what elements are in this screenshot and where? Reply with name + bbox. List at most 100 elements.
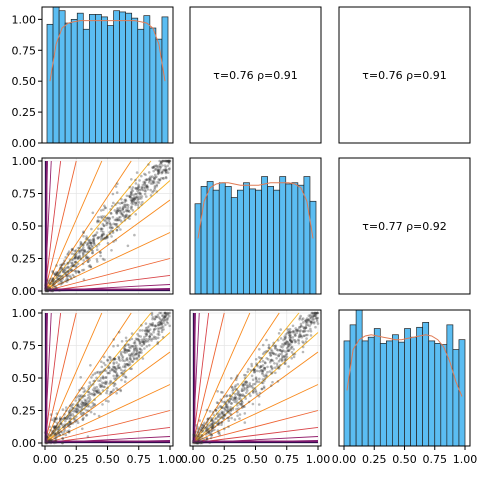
scatter-point xyxy=(70,269,73,272)
scatter-point xyxy=(113,370,117,374)
scatter-point xyxy=(260,369,264,373)
scatter-point xyxy=(227,409,230,413)
scatter-point xyxy=(44,289,48,293)
contour-line xyxy=(192,312,251,444)
scatter-point xyxy=(60,279,63,283)
scatter-point xyxy=(73,269,76,273)
scatter-point xyxy=(251,402,255,406)
histogram-bar xyxy=(249,188,256,295)
scatter-point xyxy=(110,212,113,215)
scatter-point xyxy=(77,270,81,274)
scatter-point xyxy=(92,238,95,241)
scatter-point xyxy=(195,437,198,441)
scatter-point xyxy=(253,368,256,371)
scatter-point xyxy=(135,171,139,174)
scatter-point xyxy=(266,349,269,353)
scatter-point xyxy=(66,278,70,281)
scatter-point xyxy=(137,354,140,357)
scatter-point xyxy=(197,434,201,437)
scatter-point xyxy=(142,343,145,346)
scatter-point xyxy=(140,351,143,354)
scatter-point xyxy=(58,274,61,278)
scatter-point xyxy=(224,408,227,412)
scatter-point xyxy=(54,273,58,277)
scatter-point xyxy=(207,430,210,433)
scatter-point xyxy=(114,185,118,188)
scatter-point xyxy=(146,329,150,332)
scatter-point xyxy=(52,429,56,433)
scatter-point xyxy=(148,177,151,180)
scatter-point xyxy=(238,393,242,397)
scatter-point xyxy=(129,358,133,362)
scatter-point xyxy=(160,330,164,334)
scatter-point xyxy=(165,168,169,172)
y-tick-label: 0.25 xyxy=(12,106,37,119)
scatter-point xyxy=(164,171,168,175)
x-tick-label: 0.75 xyxy=(127,453,152,466)
scatter-point xyxy=(115,368,118,371)
scatter-point xyxy=(153,185,157,188)
scatter-point xyxy=(129,195,132,199)
scatter-point xyxy=(144,332,147,335)
scatter-point xyxy=(128,357,132,361)
scatter-point xyxy=(44,289,48,293)
scatter-point xyxy=(276,348,280,352)
scatter-point xyxy=(121,359,125,362)
scatter-point xyxy=(154,167,157,171)
scatter-point xyxy=(133,341,137,345)
scatter-point xyxy=(128,210,131,213)
x-tick-label: 0.50 xyxy=(95,453,120,466)
scatter-point xyxy=(127,363,130,367)
scatter-point xyxy=(283,341,287,345)
histogram-bar xyxy=(440,344,448,447)
scatter-point xyxy=(304,329,307,333)
scatter-point xyxy=(134,196,137,200)
scatter-point xyxy=(94,233,98,237)
scatter-point xyxy=(298,325,302,329)
scatter-point xyxy=(140,203,143,206)
scatter-point xyxy=(280,352,283,356)
scatter-point xyxy=(130,367,133,371)
scatter-point xyxy=(51,431,55,435)
scatter-point xyxy=(68,404,72,408)
scatter-point xyxy=(127,349,130,352)
scatter-point xyxy=(107,365,110,368)
scatter-point xyxy=(261,381,265,385)
scatter-point xyxy=(291,324,295,328)
scatter-point xyxy=(80,404,84,407)
scatter-point xyxy=(134,182,138,185)
scatter-point xyxy=(194,430,197,434)
scatter-point xyxy=(109,381,112,384)
scatter-point xyxy=(120,340,124,343)
scatter-point xyxy=(119,352,123,356)
scatter-point xyxy=(298,332,302,336)
scatter-point xyxy=(51,284,55,288)
scatter-point xyxy=(78,388,81,392)
scatter-point xyxy=(303,319,307,323)
scatter-point xyxy=(283,355,287,359)
scatter-point xyxy=(225,403,229,407)
scatter-point xyxy=(138,347,142,351)
scatter-point xyxy=(302,326,306,330)
scatter-point xyxy=(125,208,128,211)
scatter-point xyxy=(104,236,107,239)
scatter-point xyxy=(66,261,70,265)
scatter-point xyxy=(64,419,67,423)
scatter-point xyxy=(159,166,163,169)
scatter-point xyxy=(88,247,91,251)
scatter-point xyxy=(144,326,148,330)
y-tick-label: 0.00 xyxy=(12,285,37,298)
scatter-point xyxy=(232,388,235,391)
scatter-point xyxy=(101,257,105,261)
scatter-point xyxy=(310,311,314,315)
scatter-point xyxy=(162,317,165,320)
scatter-point xyxy=(119,351,123,354)
scatter-point xyxy=(110,235,113,238)
scatter-point xyxy=(109,356,112,359)
scatter-point xyxy=(134,187,138,190)
scatter-point xyxy=(277,359,281,363)
scatter-point xyxy=(157,170,161,174)
y-tick-label: 0.25 xyxy=(12,253,37,266)
scatter-panel-r2c1 xyxy=(189,309,322,447)
scatter-point xyxy=(197,439,201,442)
